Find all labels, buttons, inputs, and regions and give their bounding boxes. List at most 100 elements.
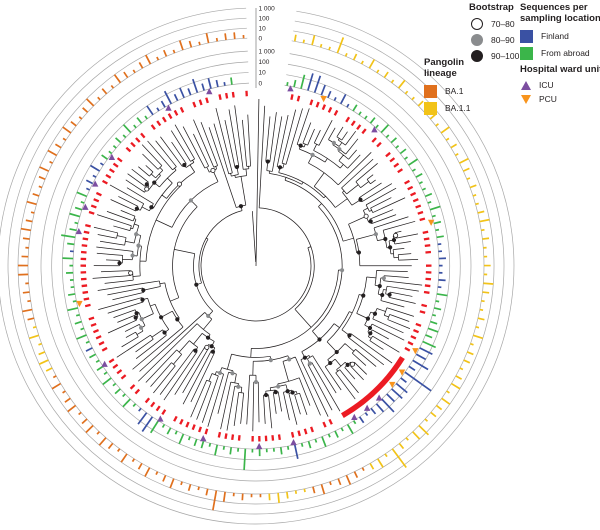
sampling-bar — [108, 150, 113, 155]
lineage-bar — [454, 152, 459, 157]
red-dash — [173, 109, 179, 116]
red-dash — [412, 198, 419, 203]
red-dash — [422, 230, 429, 234]
sampling-bar — [430, 320, 438, 325]
sampling-bar — [69, 228, 77, 232]
sampling-bar — [279, 447, 283, 455]
red-dash — [140, 132, 146, 139]
sampling-bar — [74, 320, 82, 325]
sampling-bar — [61, 234, 76, 239]
sampling-bar — [381, 398, 395, 413]
lineage-bar — [85, 424, 94, 434]
red-dash — [130, 141, 136, 148]
red-dash — [112, 363, 119, 369]
legend-item-bootstrap-80-90: 80–90 — [469, 34, 531, 47]
red-dash — [150, 401, 156, 408]
sampling-bar — [415, 353, 427, 361]
red-dash — [424, 244, 431, 248]
bootstrap-80-90-node — [139, 317, 144, 322]
sampling-bar — [85, 179, 94, 185]
red-dash — [407, 341, 414, 346]
lineage-bar — [82, 107, 89, 113]
lineage-bar — [459, 157, 469, 164]
sampling-bar — [178, 433, 185, 445]
lineage-bar — [62, 137, 67, 141]
lineage-bar — [482, 237, 490, 240]
red-dash — [424, 284, 431, 288]
pcu-triangle-icon — [521, 94, 531, 104]
sampling-bar — [161, 423, 166, 428]
sampling-bar — [346, 423, 354, 435]
sampling-bar — [427, 327, 439, 333]
lineage-bar — [45, 367, 53, 372]
red-dash — [413, 328, 419, 334]
legend-item-bootstrap-90-100: 90–100 — [469, 50, 531, 63]
lineage-bar — [344, 52, 348, 57]
sampling-bar — [375, 403, 385, 413]
sampling-bar — [122, 398, 131, 408]
sampling-bar — [201, 83, 205, 91]
bootstrap-90-100-node — [377, 283, 382, 289]
bootstrap-70-80-node — [128, 270, 134, 276]
bootstrap-90-100-node — [193, 348, 198, 353]
sampling-bar — [415, 172, 423, 178]
sampling-bar — [163, 90, 173, 105]
red-dash — [173, 415, 178, 422]
lineage-bar — [155, 471, 159, 476]
sampling-bar — [67, 293, 76, 296]
bootstrap-80-90-node — [253, 379, 259, 385]
sampling-bar — [166, 427, 172, 435]
bootstrap-nodes — [117, 140, 399, 398]
lineage-bar-ring — [18, 32, 494, 511]
red-dash — [83, 297, 90, 301]
lineage-bar — [430, 411, 437, 418]
lineage-bar — [187, 484, 192, 492]
red-dash — [98, 341, 105, 346]
sampling-bar — [352, 104, 358, 112]
bootstrap-90-100-node — [345, 362, 350, 367]
sampling-bar — [80, 200, 85, 204]
sampling-bar — [327, 90, 332, 99]
red-dash — [108, 358, 115, 364]
bootstrap-80-90-node — [310, 152, 315, 157]
bootstrap-90-100-node — [380, 292, 385, 298]
sampling-bar — [243, 448, 247, 471]
lineage-bar — [286, 491, 289, 499]
sampling-bar — [89, 353, 97, 359]
icu-marker-icon — [363, 404, 371, 411]
bootstrap-80-90-node — [206, 313, 211, 319]
red-dash — [415, 322, 422, 327]
grid-arc — [0, 7, 515, 525]
lineage-bar — [360, 60, 364, 65]
sampling-bar — [411, 168, 416, 172]
lineage-bar — [117, 448, 121, 452]
lineage-axis-tick-label: 1 000 — [259, 5, 276, 12]
bootstrap-80-90-node — [139, 325, 144, 330]
red-dash — [350, 120, 356, 127]
sampling-bar — [404, 371, 432, 392]
lineage-bar — [22, 308, 33, 313]
lineage-bar — [132, 69, 136, 74]
legend-item-label: 80–90 — [491, 35, 515, 46]
pcu-marker-icon — [398, 369, 406, 376]
lineage-bar — [329, 481, 332, 486]
sampling-bar — [293, 79, 297, 88]
legend-item-bootstrap-70-80: 70–80 — [469, 18, 531, 31]
legend-lineage-title: Pangolin lineage — [424, 57, 465, 80]
lineage-bar — [67, 404, 77, 413]
sampling-bar — [86, 187, 90, 191]
lineage-bar — [418, 424, 430, 436]
lineage-bar — [472, 334, 483, 340]
lineage-bar — [38, 175, 46, 181]
bootstrap-90-100-node — [273, 390, 278, 395]
sampling-bar — [408, 158, 418, 166]
lineage-bar — [319, 43, 323, 48]
sampling-bar — [418, 181, 423, 185]
sampling-bar — [399, 148, 407, 155]
lineage-bar — [450, 382, 461, 390]
icu-marker-icon — [375, 394, 383, 401]
lineage-bar — [397, 79, 406, 89]
sampling-bar — [85, 340, 90, 344]
bootstrap-90-100-node — [368, 219, 373, 224]
